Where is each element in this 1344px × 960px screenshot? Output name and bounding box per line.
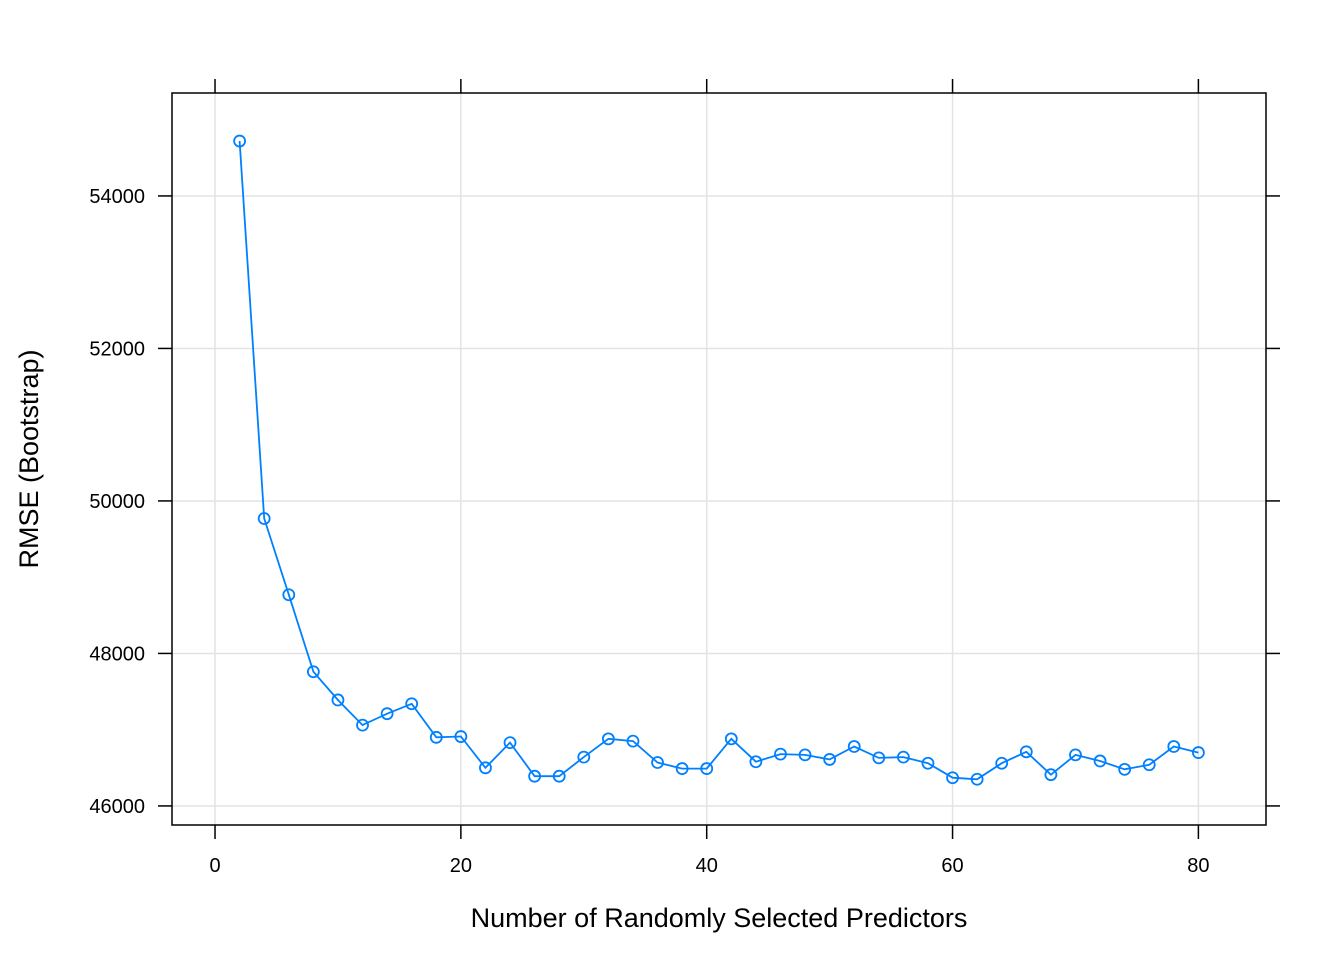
data-point (774, 747, 787, 761)
data-point (1191, 746, 1205, 759)
data-point (847, 740, 861, 753)
plot-frame (171, 92, 1267, 826)
data-point (1019, 745, 1033, 759)
data-point (970, 772, 984, 786)
data-point (577, 750, 591, 764)
data-point (896, 750, 910, 764)
data-point (921, 756, 935, 770)
series-line (238, 140, 1199, 781)
data-point (1142, 758, 1156, 772)
y-tick-label: 54000 (89, 186, 145, 208)
x-tick-label: 0 (209, 855, 220, 877)
data-point (552, 769, 566, 783)
y-tick-label: 46000 (89, 796, 145, 818)
data-point (1167, 740, 1181, 753)
data-point (429, 730, 443, 744)
data-point (946, 771, 959, 785)
data-point (306, 665, 320, 679)
data-point (454, 730, 468, 743)
data-point (356, 718, 369, 732)
data-point (528, 769, 542, 783)
data-point (479, 761, 492, 775)
data-point (823, 753, 837, 766)
y-tick-label: 52000 (89, 338, 145, 360)
data-point (724, 732, 738, 746)
data-point (405, 697, 419, 711)
data-point (233, 134, 247, 148)
data-point (282, 588, 296, 602)
x-tick-label: 40 (696, 855, 718, 877)
y-tick-label: 48000 (89, 643, 145, 665)
x-tick-label: 20 (450, 855, 472, 877)
data-point (331, 693, 345, 707)
x-axis-title: Number of Randomly Selected Predictors (471, 903, 968, 933)
data-point (1118, 762, 1132, 776)
data-point (995, 756, 1009, 770)
data-point (675, 762, 689, 775)
data-point (872, 751, 886, 765)
data-point (749, 755, 763, 769)
data-point (257, 512, 271, 525)
data-point (626, 734, 640, 748)
data-point (380, 707, 394, 721)
x-tick-label: 60 (941, 855, 963, 877)
x-tick-label: 80 (1187, 855, 1209, 877)
data-point (1093, 754, 1107, 768)
axis-ticks: 0 20 40 60 80 46000 48000 50000 52000 54000 (89, 79, 1280, 877)
y-axis-title: RMSE (Bootstrap) (14, 349, 44, 568)
data-point (1069, 748, 1082, 762)
data-point (1044, 768, 1058, 782)
y-tick-label: 50000 (89, 491, 145, 513)
data-point (651, 756, 664, 769)
data-point (700, 762, 714, 775)
data-point (503, 736, 517, 750)
series-group (233, 134, 1205, 786)
grid-lines (172, 93, 1266, 825)
data-point (798, 748, 812, 762)
data-point (601, 732, 615, 746)
